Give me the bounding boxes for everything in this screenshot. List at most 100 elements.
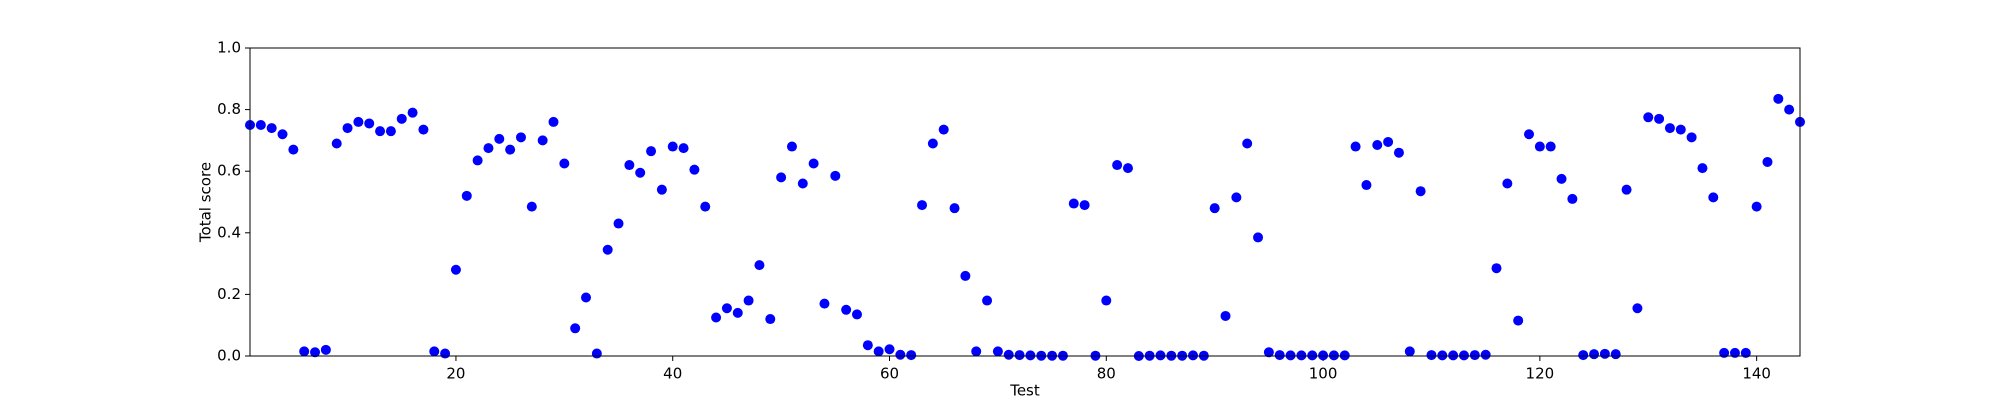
point: [765, 314, 776, 325]
point: [1578, 350, 1589, 361]
point: [494, 133, 505, 144]
point: [1155, 350, 1166, 361]
point: [1729, 347, 1740, 358]
point: [266, 123, 277, 134]
point: [689, 164, 700, 175]
x-tick-label: 60: [880, 365, 899, 383]
point: [591, 348, 602, 359]
point: [678, 143, 689, 154]
point: [483, 143, 494, 154]
point: [429, 346, 440, 357]
point: [396, 113, 407, 124]
point: [732, 307, 743, 318]
point: [288, 144, 299, 155]
point: [1762, 156, 1773, 167]
point: [917, 200, 928, 211]
point: [895, 349, 906, 360]
point: [862, 340, 873, 351]
point: [581, 292, 592, 303]
point: [461, 190, 472, 201]
point: [1122, 163, 1133, 174]
point: [1209, 203, 1220, 214]
point: [515, 132, 526, 143]
x-tick-label: 20: [446, 365, 465, 383]
point: [310, 347, 321, 358]
point: [1632, 303, 1643, 314]
point: [960, 270, 971, 281]
point: [1654, 113, 1665, 124]
point: [1296, 350, 1307, 361]
point: [667, 141, 678, 152]
point: [635, 167, 646, 178]
point: [884, 344, 895, 355]
point: [570, 323, 581, 334]
point: [418, 124, 429, 135]
point: [1003, 349, 1014, 360]
point: [1502, 178, 1513, 189]
point: [364, 118, 375, 129]
point: [1339, 350, 1350, 361]
point: [1101, 295, 1112, 306]
point: [1112, 160, 1123, 171]
y-tick-label: 0.8: [217, 100, 241, 118]
point: [711, 312, 722, 323]
x-tick-label: 120: [1526, 365, 1555, 383]
point: [1491, 263, 1502, 274]
point: [700, 201, 711, 212]
point: [1274, 350, 1285, 361]
point: [927, 138, 938, 149]
point: [1773, 93, 1784, 104]
point: [1253, 232, 1264, 243]
point: [1458, 350, 1469, 361]
y-tick-label: 0.2: [217, 285, 241, 303]
x-tick-label: 140: [1742, 365, 1771, 383]
point: [938, 124, 949, 135]
point: [1621, 184, 1632, 195]
point: [1242, 138, 1253, 149]
point: [1567, 193, 1578, 204]
point: [1448, 350, 1459, 361]
point: [440, 348, 451, 359]
point: [1599, 348, 1610, 359]
point: [906, 350, 917, 361]
point: [1220, 310, 1231, 321]
point: [1740, 347, 1751, 358]
point: [841, 304, 852, 315]
point: [743, 295, 754, 306]
point: [873, 346, 884, 357]
x-tick-label: 80: [1097, 365, 1116, 383]
point: [548, 116, 559, 127]
point: [1361, 180, 1372, 191]
point: [559, 158, 570, 169]
point: [320, 344, 331, 355]
point: [1068, 198, 1079, 209]
point: [1675, 124, 1686, 135]
point: [1079, 200, 1090, 211]
point: [1328, 350, 1339, 361]
point: [830, 170, 841, 181]
point: [1513, 315, 1524, 326]
point: [786, 141, 797, 152]
point: [385, 126, 396, 137]
point: [754, 260, 765, 271]
point: [505, 144, 516, 155]
point: [1469, 350, 1480, 361]
point: [1708, 192, 1719, 203]
point: [1480, 349, 1491, 360]
point: [1014, 350, 1025, 361]
point: [1556, 173, 1567, 184]
point: [450, 264, 461, 275]
point: [797, 178, 808, 189]
point: [342, 123, 353, 134]
point: [1524, 129, 1535, 140]
point: [1415, 186, 1426, 197]
point: [407, 107, 418, 118]
point: [624, 160, 635, 171]
point: [1383, 136, 1394, 147]
point: [1350, 141, 1361, 152]
point: [1263, 347, 1274, 358]
point: [1589, 349, 1600, 360]
point: [1318, 350, 1329, 361]
